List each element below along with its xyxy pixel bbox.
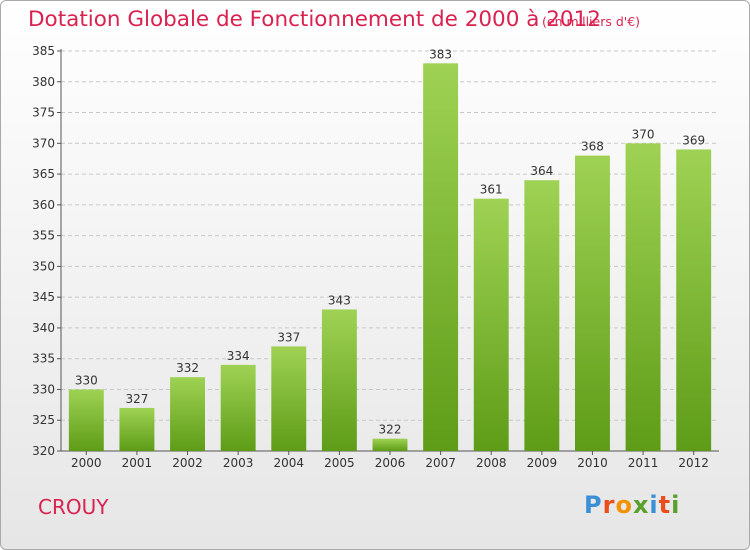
- y-tick-label: 385: [32, 44, 55, 58]
- x-tick-label: 2004: [273, 456, 304, 470]
- y-tick-label: 340: [32, 321, 55, 335]
- bar: [119, 407, 155, 451]
- x-tick-label: 2006: [375, 456, 406, 470]
- y-tick-label: 380: [32, 75, 55, 89]
- data-label: 383: [429, 47, 452, 61]
- y-tick-label: 325: [32, 413, 55, 427]
- logo-letter: o: [615, 491, 633, 519]
- data-label: 332: [176, 361, 199, 375]
- chart-subtitle: (en milliers d'€): [542, 14, 641, 29]
- logo-letter: i: [671, 491, 681, 519]
- logo-letter: r: [602, 491, 616, 519]
- y-tick-label: 365: [32, 167, 55, 181]
- x-tick-label: 2008: [476, 456, 507, 470]
- x-tick-label: 2000: [71, 456, 102, 470]
- y-tick-label: 350: [32, 259, 55, 273]
- bar: [68, 389, 104, 451]
- bar: [271, 346, 307, 451]
- data-label: 330: [75, 373, 98, 387]
- x-tick-label: 2010: [577, 456, 608, 470]
- y-tick-label: 375: [32, 106, 55, 120]
- bar: [220, 364, 256, 451]
- y-tick-label: 335: [32, 352, 55, 366]
- x-tick-label: 2009: [527, 456, 558, 470]
- city-name: CROUY: [38, 495, 109, 519]
- bar: [524, 180, 560, 451]
- y-tick-label: 330: [32, 382, 55, 396]
- x-tick-label: 2003: [223, 456, 254, 470]
- x-tick-label: 2011: [628, 456, 659, 470]
- y-tick-label: 320: [32, 444, 55, 458]
- data-label: 361: [480, 183, 503, 197]
- x-tick-label: 2001: [122, 456, 153, 470]
- logo-letter: t: [658, 491, 672, 519]
- bar: [321, 309, 357, 451]
- bar: [574, 155, 610, 451]
- data-label: 334: [227, 349, 250, 363]
- data-label: 337: [277, 330, 300, 344]
- data-label: 343: [328, 293, 351, 307]
- bar: [423, 63, 459, 452]
- logo-letter: P: [584, 491, 603, 519]
- data-label: 370: [632, 127, 655, 141]
- logo-letter: x: [632, 491, 650, 519]
- x-tick-label: 2002: [172, 456, 203, 470]
- y-tick-label: 355: [32, 229, 55, 243]
- bar: [625, 143, 661, 452]
- y-tick-label: 360: [32, 198, 55, 212]
- x-tick-label: 2007: [425, 456, 456, 470]
- data-label: 364: [530, 164, 553, 178]
- bar: [473, 198, 509, 451]
- data-label: 322: [379, 423, 402, 437]
- bar: [372, 438, 408, 451]
- chart-title: Dotation Globale de Fonctionnement de 20…: [28, 7, 601, 32]
- logo-letter: i: [649, 491, 659, 519]
- proxiti-logo: Proxiti: [584, 491, 680, 519]
- y-tick-label: 345: [32, 290, 55, 304]
- x-tick-label: 2012: [678, 456, 709, 470]
- data-label: 369: [682, 133, 705, 147]
- bar: [676, 149, 712, 451]
- y-tick-label: 370: [32, 136, 55, 150]
- x-tick-label: 2005: [324, 456, 355, 470]
- data-label: 327: [125, 392, 148, 406]
- data-label: 368: [581, 140, 604, 154]
- bar: [170, 377, 206, 451]
